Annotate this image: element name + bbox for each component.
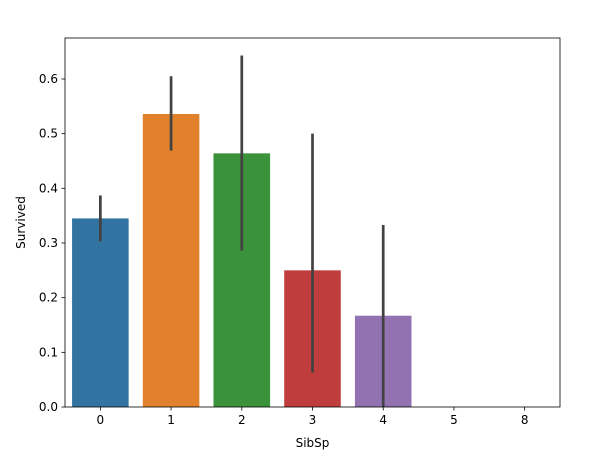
- y-tick-label: 0.5: [39, 127, 58, 141]
- plot-frame: [64, 37, 561, 408]
- bar-1: [142, 113, 200, 407]
- x-tick-label: 3: [309, 413, 317, 427]
- x-tick-label: 5: [450, 413, 458, 427]
- y-tick-label: 0.1: [39, 345, 58, 359]
- x-tick-label: 1: [167, 413, 175, 427]
- y-axis-ticks: 0.0 0.1 0.2 0.3 0.4 0.5 0.6: [39, 72, 65, 414]
- x-axis-title: SibSp: [296, 436, 330, 450]
- y-axis-title: Survived: [14, 196, 28, 249]
- y-tick-label: 0.0: [39, 400, 58, 414]
- y-tick-label: 0.3: [39, 236, 58, 250]
- x-tick-label: 4: [379, 413, 387, 427]
- error-bars: [99, 55, 385, 407]
- x-tick-label: 0: [97, 413, 105, 427]
- y-tick-label: 0.6: [39, 72, 58, 86]
- x-tick-label: 2: [238, 413, 246, 427]
- x-tick-label: 8: [521, 413, 529, 427]
- y-tick-label: 0.2: [39, 291, 58, 305]
- y-tick-label: 0.4: [39, 181, 58, 195]
- x-axis-ticks: 0 1 2 3 4 5 8: [97, 407, 529, 427]
- bar-0: [72, 218, 129, 407]
